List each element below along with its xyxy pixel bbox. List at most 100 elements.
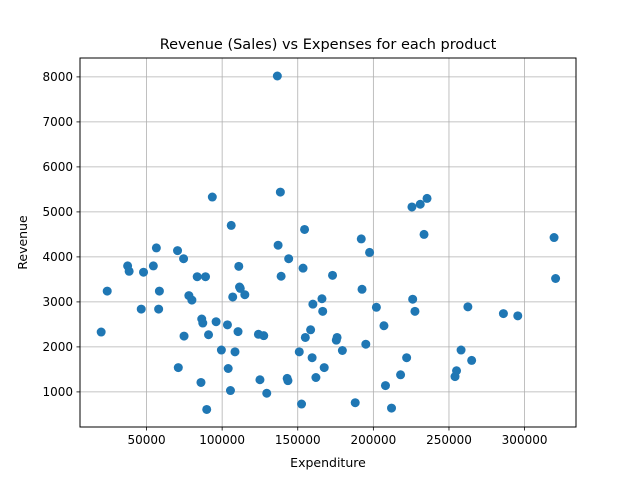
data-point [259, 331, 269, 341]
data-point [179, 254, 189, 264]
data-point [396, 370, 406, 380]
data-point [139, 267, 149, 277]
y-tick-label: 2000 [42, 340, 73, 354]
data-point [223, 364, 233, 373]
data-point [187, 295, 197, 305]
data-point [308, 299, 318, 309]
data-point [463, 302, 473, 312]
data-point [408, 294, 418, 304]
data-point [240, 290, 250, 300]
plot-frame [79, 57, 577, 428]
data-point [371, 302, 381, 312]
x-tick-label: 200000 [350, 433, 396, 447]
data-point [235, 283, 245, 293]
y-tick-label: 7000 [42, 115, 73, 129]
data-point [198, 318, 208, 328]
data-point [513, 311, 523, 321]
data-point [216, 345, 226, 355]
data-point [422, 193, 432, 203]
data-point [233, 327, 243, 337]
data-point [332, 332, 342, 342]
data-point [298, 263, 308, 273]
data-point [275, 187, 285, 197]
data-point [173, 246, 183, 256]
data-point [328, 270, 338, 280]
data-point [365, 247, 375, 257]
data-points [96, 71, 561, 414]
data-point [262, 388, 272, 398]
data-point [207, 192, 217, 202]
data-point [276, 271, 286, 281]
data-point [230, 347, 240, 357]
data-point [380, 381, 390, 391]
data-point [226, 220, 236, 230]
data-point [379, 321, 389, 331]
x-tick-label: 300000 [502, 433, 548, 447]
data-point [136, 304, 146, 314]
data-point [284, 254, 294, 264]
data-point [173, 363, 183, 373]
data-point [102, 286, 112, 296]
y-axis-label: Revenue [15, 215, 30, 270]
y-tick-label: 8000 [42, 70, 73, 84]
data-point [319, 363, 329, 373]
data-point [211, 317, 221, 327]
chart-title: Revenue (Sales) vs Expenses for each pro… [160, 37, 497, 53]
data-point [148, 261, 158, 271]
data-point [96, 327, 106, 337]
data-point [179, 331, 189, 341]
data-point [307, 353, 317, 363]
axis-ticks: 50000 100000 150000 200000 250000 300000 1000 2… [42, 70, 547, 447]
data-point [361, 339, 371, 349]
grid [80, 58, 576, 427]
data-point [551, 274, 561, 283]
data-point [273, 240, 283, 250]
y-tick-label: 3000 [42, 295, 73, 309]
data-point [228, 292, 238, 302]
data-point [204, 330, 214, 340]
data-point [311, 373, 321, 382]
data-point [350, 398, 360, 408]
y-tick-label: 1000 [42, 385, 73, 399]
data-point [222, 320, 232, 330]
y-tick-label: 5000 [42, 205, 73, 219]
data-point [467, 355, 477, 365]
data-point [498, 309, 508, 319]
data-point [357, 284, 367, 294]
data-point [151, 243, 161, 253]
data-point [407, 202, 417, 212]
x-tick-label: 50000 [127, 433, 165, 447]
data-point [387, 403, 397, 413]
data-point [196, 377, 206, 387]
data-point [402, 353, 412, 363]
x-axis-label: Expenditure [290, 455, 366, 470]
data-point [225, 386, 235, 396]
data-point [154, 304, 164, 314]
data-point [318, 306, 328, 316]
data-point [255, 375, 265, 385]
data-point [124, 266, 134, 276]
data-point [356, 234, 366, 244]
data-point [337, 346, 347, 355]
data-point [202, 404, 212, 414]
x-tick-label: 250000 [426, 433, 472, 447]
data-point [294, 347, 304, 357]
y-tick-label: 4000 [42, 250, 73, 264]
data-point [306, 325, 316, 335]
data-point [300, 332, 310, 342]
data-point [297, 399, 307, 409]
data-point [272, 71, 282, 81]
data-point [154, 286, 164, 296]
data-point [283, 376, 293, 386]
data-point [415, 199, 425, 209]
data-point [549, 233, 559, 243]
data-point [410, 306, 420, 316]
data-point [456, 345, 466, 355]
data-point [452, 366, 462, 376]
x-tick-label: 150000 [275, 433, 321, 447]
y-tick-label: 6000 [42, 160, 73, 174]
data-point [419, 229, 429, 239]
